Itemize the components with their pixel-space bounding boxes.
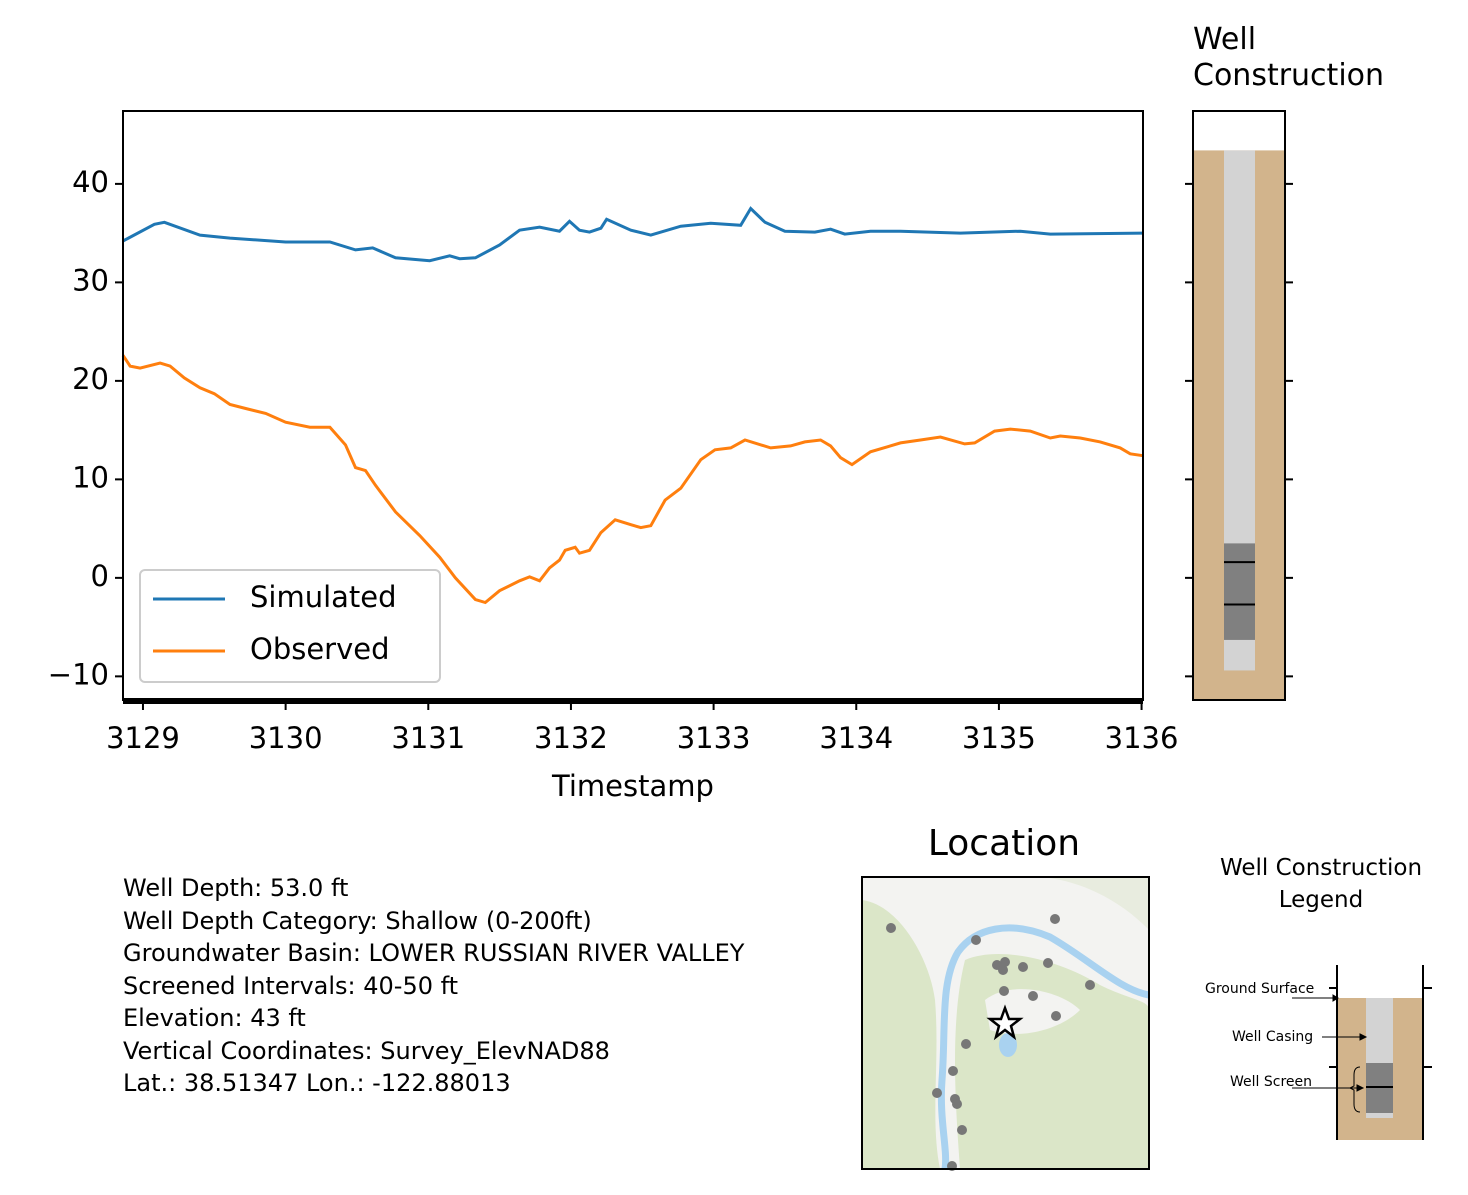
well-title: Well Construction bbox=[1193, 22, 1385, 93]
x-tick-label: 3133 bbox=[677, 721, 751, 755]
map-river bbox=[937, 924, 1150, 1170]
legend-label: Ground Surface bbox=[1205, 981, 1314, 997]
map-lake bbox=[999, 1033, 1017, 1057]
info-line: Well Depth Category: Shallow (0-200ft) bbox=[123, 906, 592, 935]
data-line bbox=[122, 206, 1144, 263]
minor-ticks bbox=[123, 698, 1143, 704]
info-line: Lat.: 38.51347 Lon.: -122.88013 bbox=[123, 1069, 511, 1097]
info-line: Elevation: 43 ft bbox=[123, 1004, 306, 1032]
well-frame bbox=[1192, 110, 1286, 701]
y-tick-label: 40 bbox=[72, 165, 109, 199]
location-map bbox=[861, 876, 1150, 1171]
legend-label: Well Casing bbox=[1232, 1029, 1313, 1045]
data-line bbox=[121, 354, 1144, 605]
info-block: Well Depth: 53.0 ft Well Depth Category: … bbox=[123, 872, 763, 1100]
y-tick-label: 30 bbox=[72, 263, 109, 297]
x-tick-label: 3134 bbox=[819, 721, 893, 755]
x-tick-label: 3136 bbox=[1105, 721, 1179, 755]
x-tick-label: 3132 bbox=[534, 721, 608, 755]
map-terrain bbox=[862, 900, 940, 1169]
map-wells bbox=[886, 914, 1095, 1171]
legend-frame bbox=[1329, 965, 1432, 1140]
x-axis-label: Timestamp bbox=[551, 769, 714, 803]
info-line: Groundwater Basin: LOWER RUSSIAN RIVER V… bbox=[123, 939, 745, 967]
legend-arrows bbox=[1292, 994, 1368, 1113]
well-legend-diagram: Ground Surface Well Casing Well Screen bbox=[1205, 965, 1432, 1140]
location-title: Location bbox=[928, 823, 1080, 864]
well-legend-title: Well Construction Legend bbox=[1219, 855, 1423, 913]
x-tick-label: 3131 bbox=[391, 721, 465, 755]
screen bbox=[1224, 543, 1255, 640]
y-tick-label: −10 bbox=[48, 657, 109, 691]
y-tick-label: 0 bbox=[91, 559, 109, 593]
map-frame bbox=[861, 876, 1150, 1170]
x-tick-label: 3130 bbox=[249, 721, 323, 755]
y-tick-label: 10 bbox=[72, 460, 109, 494]
legend-label: Observed bbox=[250, 632, 390, 666]
map-star bbox=[986, 1004, 1024, 1041]
x-tick-label: 3135 bbox=[962, 721, 1036, 755]
legend-label: Well Screen bbox=[1230, 1074, 1312, 1090]
info-line: Vertical Coordinates: Survey_ElevNAD88 bbox=[123, 1036, 610, 1065]
map-terrain bbox=[1040, 877, 1149, 930]
info-line: Well Depth: 53.0 ft bbox=[123, 874, 349, 902]
x-tick-label: 3129 bbox=[106, 721, 180, 755]
info-line: Screened Intervals: 40-50 ft bbox=[123, 971, 459, 1000]
y-tick-label: 20 bbox=[72, 362, 109, 396]
legend-label: Simulated bbox=[250, 580, 397, 614]
